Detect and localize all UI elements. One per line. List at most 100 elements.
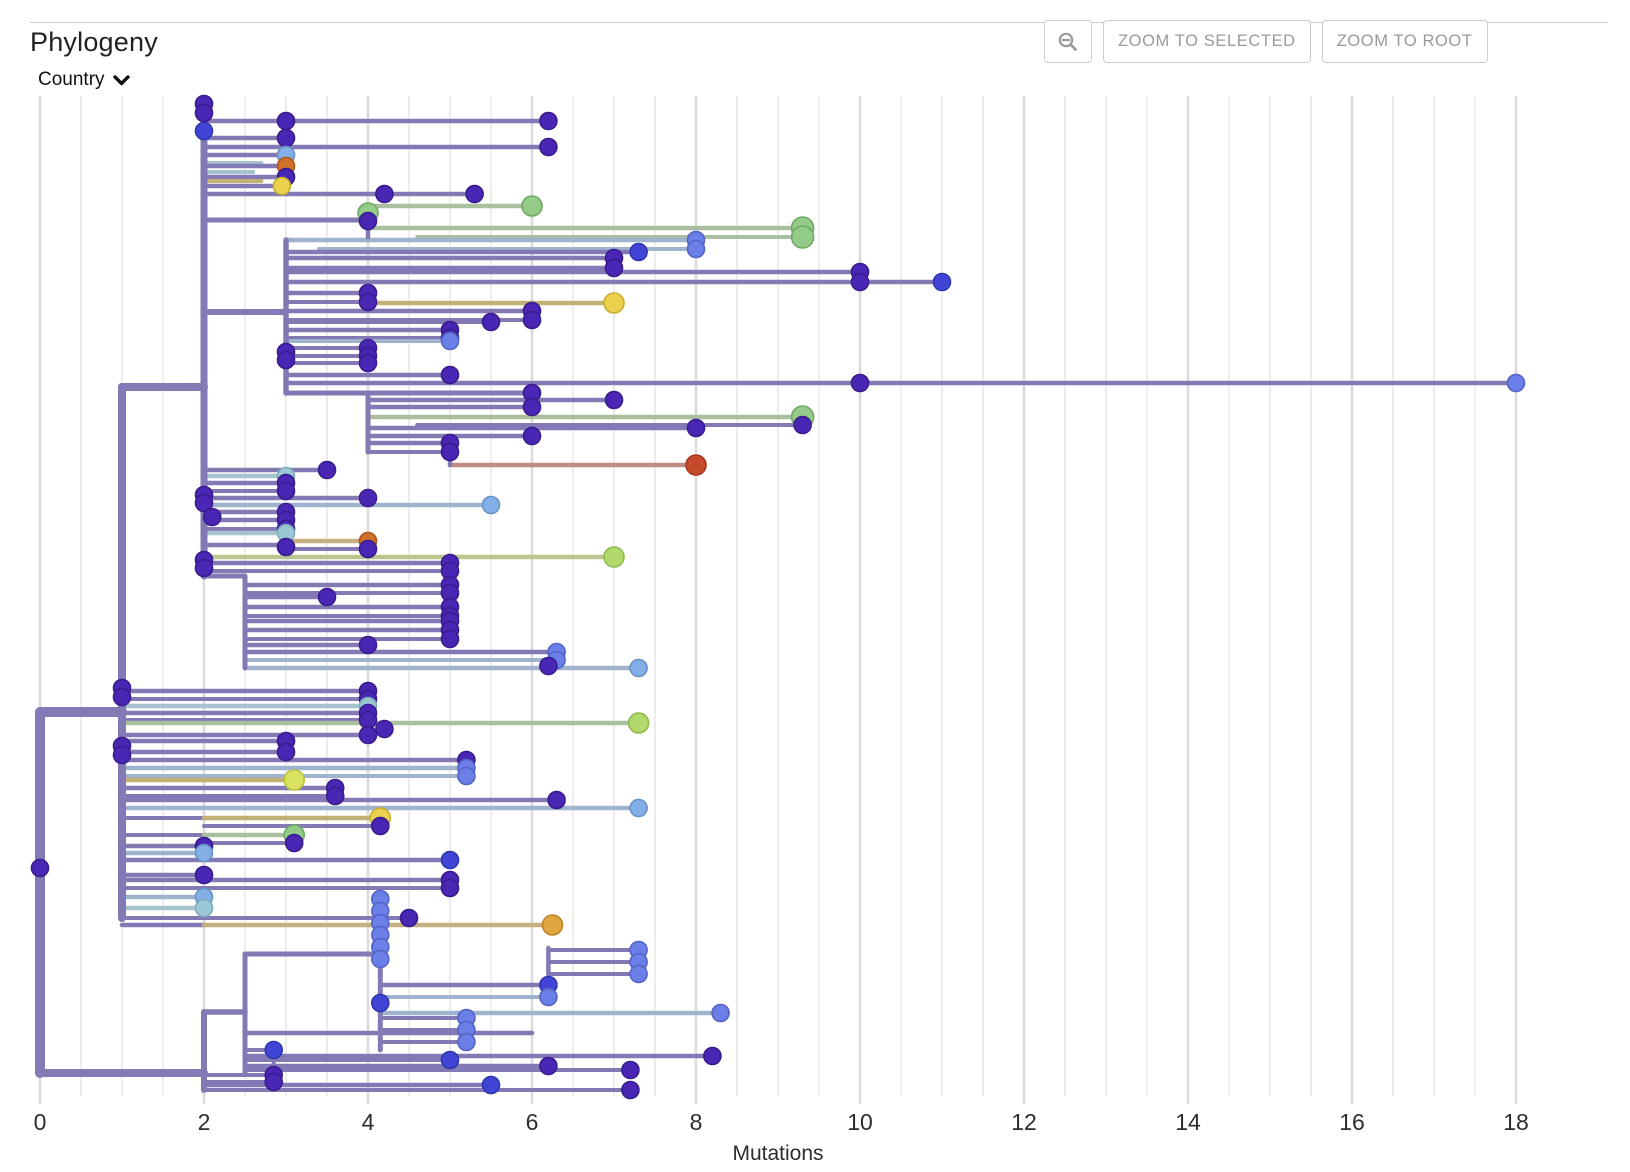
tree-tip[interactable] [358,635,378,655]
tree-tip[interactable] [547,790,566,810]
tree-tip[interactable] [522,310,542,330]
axis-tick-label: 16 [1339,1109,1365,1135]
tree-tip[interactable] [539,137,558,157]
zoom-to-root-button[interactable]: ZOOM TO ROOT [1321,20,1488,63]
tree-tip[interactable] [539,1056,558,1076]
tree-tip[interactable] [202,507,222,527]
tree-tip[interactable] [264,1040,284,1060]
tree-tip[interactable] [440,629,460,649]
tree-tip[interactable] [284,833,304,853]
tree-tip[interactable] [399,908,419,928]
tree-tip[interactable] [604,258,624,278]
tree-tip[interactable] [686,418,706,438]
tree-tip[interactable] [283,769,306,791]
axis-tick-label: 2 [198,1109,211,1135]
axis-tick-label: 6 [526,1109,539,1135]
axis-tick-label: 18 [1503,1109,1529,1135]
tree-tip[interactable] [541,914,564,936]
tree-tip[interactable] [621,1060,640,1080]
tree-tip[interactable] [194,865,214,885]
tree-tip[interactable] [375,719,394,739]
tree-tip[interactable] [317,460,337,480]
zoom-to-selected-button[interactable]: ZOOM TO SELECTED [1103,20,1311,63]
tree-tip[interactable] [604,390,624,410]
tree-tip[interactable] [358,488,378,508]
tree-tip[interactable] [440,365,460,385]
tree-tip[interactable] [686,239,706,259]
tree-tip[interactable] [194,121,214,141]
axis-tick-label: 14 [1175,1109,1201,1135]
tree-tip[interactable] [793,415,812,435]
tree-tip[interactable] [522,397,542,417]
panel-top-divider [30,22,1608,23]
tree-tip[interactable] [112,687,132,707]
tree-tip[interactable] [1506,373,1526,393]
tree-tip[interactable] [194,898,214,918]
tree-tip[interactable] [358,539,378,559]
axis-tick-label: 8 [690,1109,703,1135]
tree-tip[interactable] [481,495,501,515]
tree-tip[interactable] [370,949,390,969]
tree-tip[interactable] [194,558,214,578]
color-by-label: Country [38,69,105,90]
tree-tip[interactable] [194,103,214,123]
tree-tip[interactable] [790,225,815,249]
tree-tip[interactable] [539,987,558,1007]
tree-tip[interactable] [539,111,558,131]
tree-tip[interactable] [703,1046,722,1066]
tree-tip[interactable] [481,1075,501,1095]
tree-tip[interactable] [440,1050,460,1070]
tree-tip[interactable] [629,658,648,678]
tree-tip[interactable] [264,1072,284,1092]
tree-tip[interactable] [358,292,378,312]
tree-tip[interactable] [627,712,650,734]
tree-toolbar: ZOOM TO SELECTED ZOOM TO ROOT [1044,20,1488,63]
tree-tip[interactable] [629,964,648,984]
axis-tick-label: 10 [847,1109,873,1135]
tree-tip[interactable] [850,373,870,393]
tree-tip[interactable] [276,350,296,370]
tree-tip[interactable] [440,331,460,351]
tree-tip[interactable] [112,745,132,765]
tree-tip[interactable] [521,195,543,217]
zoom-out-button[interactable] [1044,20,1092,63]
tree-tip[interactable] [358,353,378,373]
tree-tip[interactable] [370,816,390,836]
tree-tip[interactable] [457,1032,476,1052]
tree-tip[interactable] [522,426,542,446]
tree-tip[interactable] [272,176,292,196]
tree-tip[interactable] [440,878,460,898]
tree-tip[interactable] [440,442,460,462]
tree-tip[interactable] [440,850,460,870]
tree-tip[interactable] [370,993,390,1013]
tree-tip[interactable] [30,858,50,878]
tree-tip[interactable] [932,272,952,292]
tree-tip[interactable] [358,725,378,745]
tree-tip[interactable] [276,481,296,501]
tree-tip[interactable] [457,766,476,786]
tree-tip[interactable] [325,786,345,806]
tree-tip[interactable] [194,493,214,513]
tree-tip[interactable] [276,537,296,557]
tree-tip[interactable] [711,1003,730,1023]
tree-tip[interactable] [276,128,296,148]
tree-tip[interactable] [850,272,870,292]
tree-tip[interactable] [539,656,558,676]
tree-tip[interactable] [317,587,337,607]
tree-tip[interactable] [603,292,625,314]
tree-tip[interactable] [603,546,625,568]
tree-tip[interactable] [621,1080,640,1100]
tree-tip[interactable] [358,211,378,231]
tree-tip[interactable] [481,312,501,332]
tree-tip[interactable] [629,242,648,262]
color-by-selector[interactable]: Country [38,69,130,91]
tree-tip[interactable] [685,454,707,476]
axis-tick-label: 4 [362,1109,375,1135]
tree-tip[interactable] [465,184,484,204]
tree-tip[interactable] [629,798,648,818]
tree-tip[interactable] [375,184,394,204]
tree-tip[interactable] [276,111,296,131]
tree-tip[interactable] [276,742,296,762]
tree-tip[interactable] [194,843,214,863]
